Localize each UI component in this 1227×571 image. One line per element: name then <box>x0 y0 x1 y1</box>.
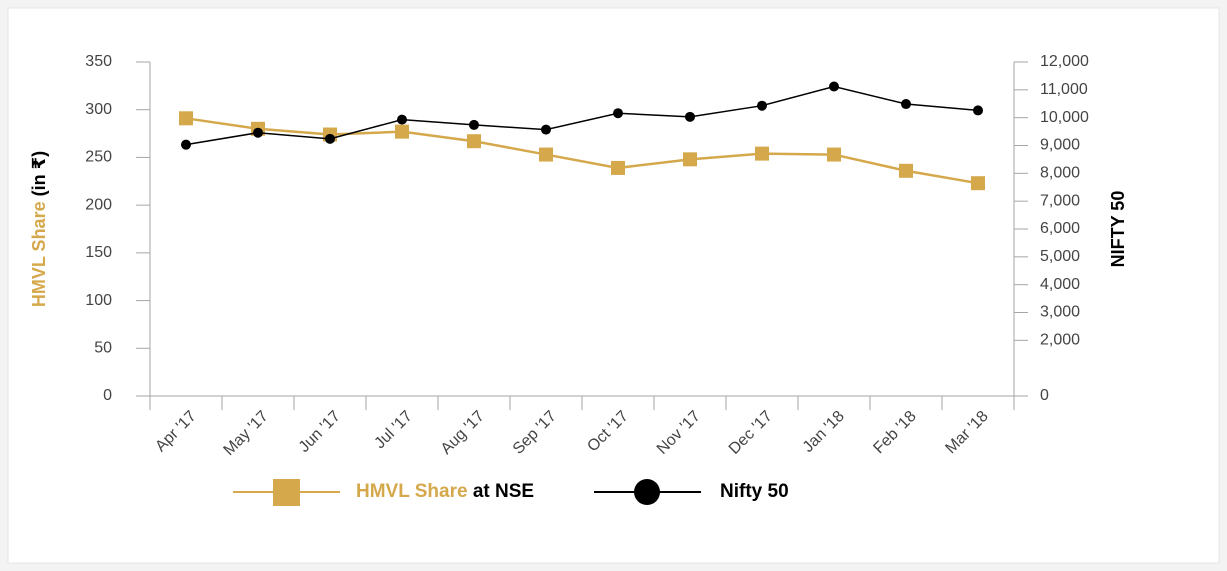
marker <box>899 163 913 178</box>
y2-tick-label: 0 <box>1040 387 1049 404</box>
marker <box>397 114 407 125</box>
marker <box>541 124 551 135</box>
y2-tick-label: 12,000 <box>1040 53 1089 70</box>
legend-label: HMVL Share at NSE <box>356 481 534 502</box>
y2-tick-label: 5,000 <box>1040 248 1080 265</box>
y-tick-label: 200 <box>85 196 112 213</box>
marker <box>971 176 985 191</box>
marker <box>181 139 191 150</box>
marker <box>325 133 335 144</box>
marker <box>829 81 839 92</box>
marker <box>395 124 409 139</box>
y2-tick-label: 2,000 <box>1040 332 1080 349</box>
y-tick-label: 0 <box>103 387 112 404</box>
marker <box>827 147 841 162</box>
series-line <box>185 85 979 146</box>
y2-tick-label: 3,000 <box>1040 304 1080 321</box>
y2-tick-label: 10,000 <box>1040 109 1089 126</box>
y-tick-label: 250 <box>85 149 112 166</box>
y-tick-label: 350 <box>85 53 112 70</box>
marker <box>757 100 767 111</box>
y-tick-label: 300 <box>85 101 112 118</box>
y2-tick-label: 9,000 <box>1040 137 1080 154</box>
legend-marker <box>634 479 660 505</box>
marker <box>539 147 553 162</box>
marker <box>901 99 911 110</box>
legend-marker <box>273 479 300 506</box>
y2-tick-label: 7,000 <box>1040 192 1080 209</box>
marker <box>683 152 697 167</box>
marker <box>613 108 623 119</box>
marker <box>469 119 479 130</box>
y2-tick-label: 6,000 <box>1040 220 1080 237</box>
panel <box>7 7 1220 564</box>
series-line <box>185 117 979 185</box>
marker <box>179 111 193 126</box>
y2-tick-label: 8,000 <box>1040 165 1080 182</box>
marker <box>253 127 263 138</box>
y2-tick-label: 4,000 <box>1040 276 1080 293</box>
y-axis-title: HMVL Share (in ₹) <box>29 151 49 307</box>
marker <box>973 105 983 116</box>
y-tick-label: 50 <box>94 340 112 357</box>
marker <box>755 146 769 161</box>
y2-tick-label: 11,000 <box>1040 81 1088 98</box>
y2-axis-title: NIFTY 50 <box>1108 191 1128 268</box>
marker <box>685 111 695 122</box>
legend-label: Nifty 50 <box>720 481 789 502</box>
marker <box>467 134 481 149</box>
marker <box>611 160 625 175</box>
y-tick-label: 150 <box>85 244 112 261</box>
y-tick-label: 100 <box>85 292 112 309</box>
